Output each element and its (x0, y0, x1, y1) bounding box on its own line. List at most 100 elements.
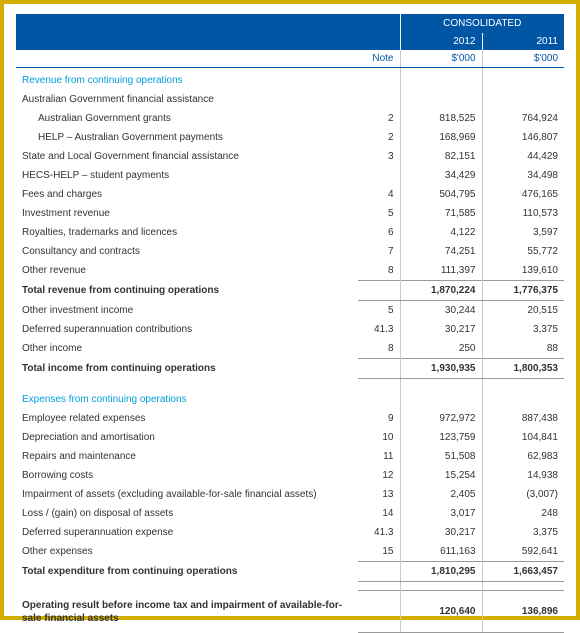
financial-table: CONSOLIDATED 2012 2011 Note $'000 $'000 … (16, 14, 564, 633)
v1-loss-gain: 3,017 (400, 504, 482, 523)
v2-royalties: 3,597 (482, 223, 564, 242)
v2-def-super-c: 3,375 (482, 320, 564, 339)
row-total-inc: Total income from continuing operations (16, 359, 358, 379)
row-hecs: HECS-HELP – student payments (16, 166, 358, 185)
v1-help-pay: 168,969 (400, 128, 482, 147)
section-expenses: Expenses from continuing operations (16, 387, 358, 409)
v1-fees: 504,795 (400, 185, 482, 204)
v1-repairs: 51,508 (400, 447, 482, 466)
v1-other-exp: 611,163 (400, 542, 482, 562)
note-hecs (358, 166, 400, 185)
row-royalties: Royalties, trademarks and licences (16, 223, 358, 242)
note-inv-rev: 5 (358, 204, 400, 223)
header-consolidated: CONSOLIDATED (400, 14, 564, 33)
row-dep-amort: Depreciation and amortisation (16, 428, 358, 447)
v2-consult: 55,772 (482, 242, 564, 261)
v2-def-super-e: 3,375 (482, 523, 564, 542)
header-blank-note (358, 14, 400, 33)
header-blank3 (16, 50, 358, 68)
v2-loss-gain: 248 (482, 504, 564, 523)
row-other-inv: Other investment income (16, 301, 358, 321)
row-other-inc: Other income (16, 339, 358, 359)
header-year-2012: 2012 (400, 33, 482, 50)
header-unit-2012: $'000 (400, 50, 482, 68)
note-other-inv: 5 (358, 301, 400, 321)
row-total-rev: Total revenue from continuing operations (16, 281, 358, 301)
v2-ag-grants: 764,924 (482, 109, 564, 128)
row-ag-grants: Australian Government grants (16, 109, 358, 128)
v1-op-result: 120,640 (400, 591, 482, 633)
row-total-exp: Total expenditure from continuing operat… (16, 562, 358, 582)
row-other-exp: Other expenses (16, 542, 358, 562)
v2-other-exp: 592,641 (482, 542, 564, 562)
note-fees: 4 (358, 185, 400, 204)
v1-state-local: 82,151 (400, 147, 482, 166)
v1-total-rev: 1,870,224 (400, 281, 482, 301)
v2-impair: (3,007) (482, 485, 564, 504)
v1-royalties: 4,122 (400, 223, 482, 242)
header-note-label: Note (358, 50, 400, 68)
note-ag-grants: 2 (358, 109, 400, 128)
note-other-exp: 15 (358, 542, 400, 562)
note-def-super-c: 41.3 (358, 320, 400, 339)
row-help-pay: HELP – Australian Government payments (16, 128, 358, 147)
row-state-local: State and Local Government financial ass… (16, 147, 358, 166)
row-fees: Fees and charges (16, 185, 358, 204)
v2-borrow: 14,938 (482, 466, 564, 485)
note-royalties: 6 (358, 223, 400, 242)
v1-def-super-e: 30,217 (400, 523, 482, 542)
note-loss-gain: 14 (358, 504, 400, 523)
row-def-super-e: Deferred superannuation expense (16, 523, 358, 542)
report-frame: CONSOLIDATED 2012 2011 Note $'000 $'000 … (0, 0, 580, 620)
row-inv-rev: Investment revenue (16, 204, 358, 223)
v2-help-pay: 146,807 (482, 128, 564, 147)
v2-total-inc: 1,800,353 (482, 359, 564, 379)
v1-other-inc: 250 (400, 339, 482, 359)
v2-other-inv: 20,515 (482, 301, 564, 321)
row-other-rev: Other revenue (16, 261, 358, 281)
note-other-inc: 8 (358, 339, 400, 359)
v2-other-inc: 88 (482, 339, 564, 359)
row-op-result: Operating result before income tax and i… (16, 591, 358, 633)
row-emp-exp: Employee related expenses (16, 409, 358, 428)
row-impair: Impairment of assets (excluding availabl… (16, 485, 358, 504)
row-loss-gain: Loss / (gain) on disposal of assets (16, 504, 358, 523)
v1-other-rev: 111,397 (400, 261, 482, 281)
v1-emp-exp: 972,972 (400, 409, 482, 428)
v2-total-exp: 1,663,457 (482, 562, 564, 582)
v1-total-exp: 1,810,295 (400, 562, 482, 582)
header-year-2011: 2011 (482, 33, 564, 50)
row-borrow: Borrowing costs (16, 466, 358, 485)
v1-hecs: 34,429 (400, 166, 482, 185)
v2-repairs: 62,983 (482, 447, 564, 466)
v2-total-rev: 1,776,375 (482, 281, 564, 301)
header-blank-note2 (358, 33, 400, 50)
v2-hecs: 34,498 (482, 166, 564, 185)
v2-op-result: 136,896 (482, 591, 564, 633)
v2-other-rev: 139,610 (482, 261, 564, 281)
v1-dep-amort: 123,759 (400, 428, 482, 447)
row-repairs: Repairs and maintenance (16, 447, 358, 466)
v1-borrow: 15,254 (400, 466, 482, 485)
note-other-rev: 8 (358, 261, 400, 281)
v1-other-inv: 30,244 (400, 301, 482, 321)
v1-total-inc: 1,930,935 (400, 359, 482, 379)
note-emp-exp: 9 (358, 409, 400, 428)
note-consult: 7 (358, 242, 400, 261)
v1-ag-grants: 818,525 (400, 109, 482, 128)
v2-dep-amort: 104,841 (482, 428, 564, 447)
header-blank2 (16, 33, 358, 50)
section-revenue: Revenue from continuing operations (16, 68, 358, 91)
v2-emp-exp: 887,438 (482, 409, 564, 428)
v1-consult: 74,251 (400, 242, 482, 261)
header-blank (16, 14, 358, 33)
note-state-local: 3 (358, 147, 400, 166)
v1-def-super-c: 30,217 (400, 320, 482, 339)
note-def-super-e: 41.3 (358, 523, 400, 542)
row-def-super-c: Deferred superannuation contributions (16, 320, 358, 339)
note-impair: 13 (358, 485, 400, 504)
note-dep-amort: 10 (358, 428, 400, 447)
v2-state-local: 44,429 (482, 147, 564, 166)
header-unit-2011: $'000 (482, 50, 564, 68)
note-repairs: 11 (358, 447, 400, 466)
